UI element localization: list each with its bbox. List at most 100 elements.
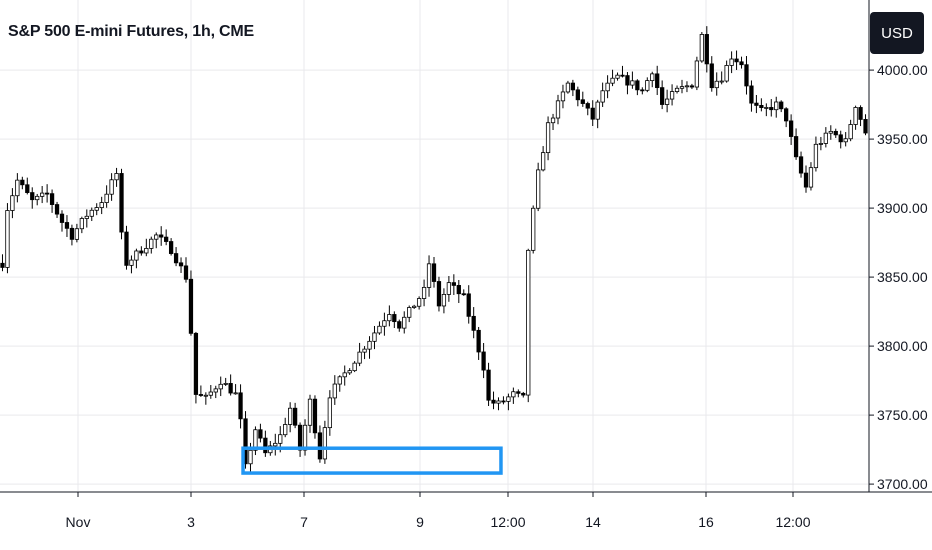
candle: [233, 384, 238, 395]
candle: [788, 114, 794, 145]
candle: [5, 203, 10, 274]
candle: [545, 116, 551, 161]
candle: [397, 319, 402, 332]
time-tick-label: 16: [698, 514, 714, 530]
candle: [600, 82, 605, 107]
candle: [173, 247, 179, 267]
candle: [402, 311, 407, 334]
candle: [803, 165, 809, 193]
candle: [471, 307, 476, 339]
highlight-zone-box[interactable]: [241, 446, 503, 475]
candle: [94, 203, 99, 216]
candle: [486, 362, 491, 406]
price-tick-label: 3950.00: [877, 131, 928, 147]
candle: [59, 210, 65, 232]
candle: [332, 375, 337, 405]
candle: [516, 389, 521, 398]
candle: [858, 105, 863, 127]
candle: [426, 255, 432, 297]
candle: [739, 56, 744, 69]
candle: [198, 385, 204, 397]
time-tick-label: 14: [585, 514, 601, 530]
candle: [734, 50, 739, 70]
candle: [476, 326, 481, 360]
candle: [625, 72, 630, 95]
candle: [208, 385, 213, 399]
candle: [446, 276, 452, 302]
candle: [129, 255, 134, 274]
candle: [769, 99, 774, 117]
candle: [456, 280, 461, 304]
candle: [312, 395, 318, 439]
candle: [491, 391, 496, 410]
candle: [258, 423, 263, 443]
candle: [461, 289, 466, 296]
price-tick-label: 3850.00: [877, 269, 928, 285]
candlestick-series: [0, 26, 868, 473]
candle: [15, 173, 20, 203]
candle: [779, 100, 784, 113]
candle: [40, 186, 45, 204]
candle: [565, 80, 571, 94]
candle: [655, 65, 660, 96]
candle: [774, 96, 779, 118]
candle: [144, 238, 149, 257]
candle: [203, 392, 208, 405]
candle: [719, 71, 724, 85]
candle: [69, 224, 75, 246]
candle: [347, 368, 352, 375]
candle: [645, 77, 650, 93]
candle: [580, 91, 585, 107]
candle: [620, 65, 625, 78]
candle: [798, 151, 804, 178]
time-tick-label: 12:00: [490, 514, 525, 530]
candle: [0, 254, 5, 272]
candle: [808, 162, 814, 191]
candle: [560, 84, 566, 109]
candle: [263, 430, 268, 457]
candle: [784, 107, 789, 128]
candle: [709, 56, 714, 92]
price-axis[interactable]: 3700.00 3750.00 3800.00 3850.00 3900.00 3950.…: [869, 62, 928, 492]
candle: [193, 331, 199, 404]
candle: [610, 69, 615, 87]
candle: [243, 411, 248, 469]
candle: [218, 376, 223, 397]
candle: [575, 86, 580, 107]
candle: [664, 89, 670, 113]
candle: [288, 402, 293, 433]
time-axis[interactable]: Nov 3 7 9 12:00 14 16 12:00: [66, 492, 811, 530]
candle: [451, 274, 456, 295]
currency-button[interactable]: USD: [870, 12, 924, 54]
candle: [531, 205, 536, 254]
candle: [436, 276, 442, 312]
candle: [570, 79, 576, 97]
candle: [99, 196, 104, 215]
candle: [35, 193, 40, 206]
candle: [362, 346, 367, 360]
candle: [550, 113, 556, 131]
candle: [823, 127, 828, 148]
candle: [139, 246, 144, 256]
candle: [407, 305, 412, 323]
candle: [149, 236, 154, 254]
candle: [188, 270, 194, 336]
candle: [521, 391, 526, 398]
time-tick-label: Nov: [66, 514, 91, 530]
price-tick-label: 4000.00: [877, 62, 928, 78]
candle: [104, 185, 109, 208]
price-tick-label: 3750.00: [877, 407, 928, 423]
candle: [853, 105, 858, 130]
candle: [228, 374, 233, 396]
candle: [421, 279, 427, 307]
candle: [25, 177, 30, 195]
candle: [387, 305, 392, 327]
candle: [183, 257, 189, 283]
candle: [307, 394, 313, 433]
candle: [635, 79, 640, 96]
candle: [843, 132, 848, 147]
candle: [536, 162, 541, 212]
candle: [119, 168, 124, 240]
candle: [30, 187, 35, 209]
